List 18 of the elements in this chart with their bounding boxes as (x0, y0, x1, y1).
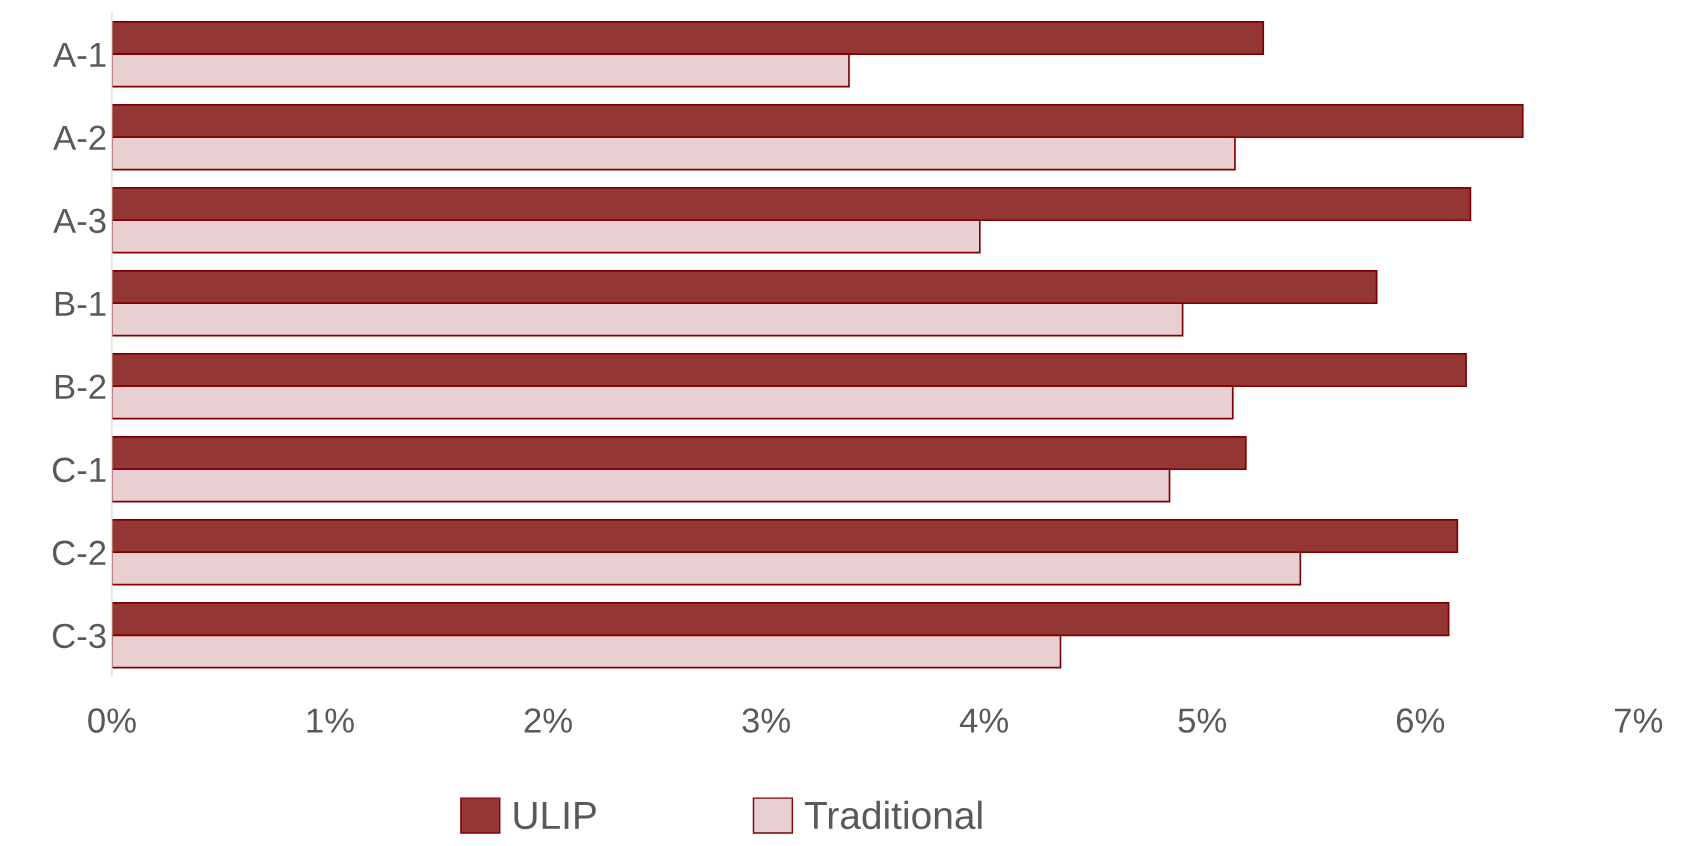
y-tick-label: A-1 (53, 42, 106, 67)
y-tick-label: B-2 (55, 374, 106, 399)
x-tick-label: 6% (1396, 708, 1445, 733)
legend-label: ULIP (514, 802, 596, 830)
x-tick-label: 7% (1615, 708, 1663, 733)
y-tick-label: C-3 (52, 623, 106, 649)
y-tick-label: A-2 (53, 125, 106, 150)
y-tick-label: A-3 (53, 208, 106, 234)
x-tick-label: 1% (307, 708, 354, 733)
y-tick-label: B-1 (55, 291, 106, 316)
x-tick-label: 0% (88, 708, 136, 733)
y-tick-label: C-1 (52, 457, 106, 483)
x-tick-label: 2% (524, 708, 572, 733)
x-tick-label: 4% (959, 708, 1009, 733)
legend-label: Traditional (804, 800, 982, 830)
y-tick-label: C-2 (52, 540, 106, 566)
x-tick-label: 3% (742, 708, 790, 733)
x-tick-label: 5% (1178, 708, 1227, 733)
